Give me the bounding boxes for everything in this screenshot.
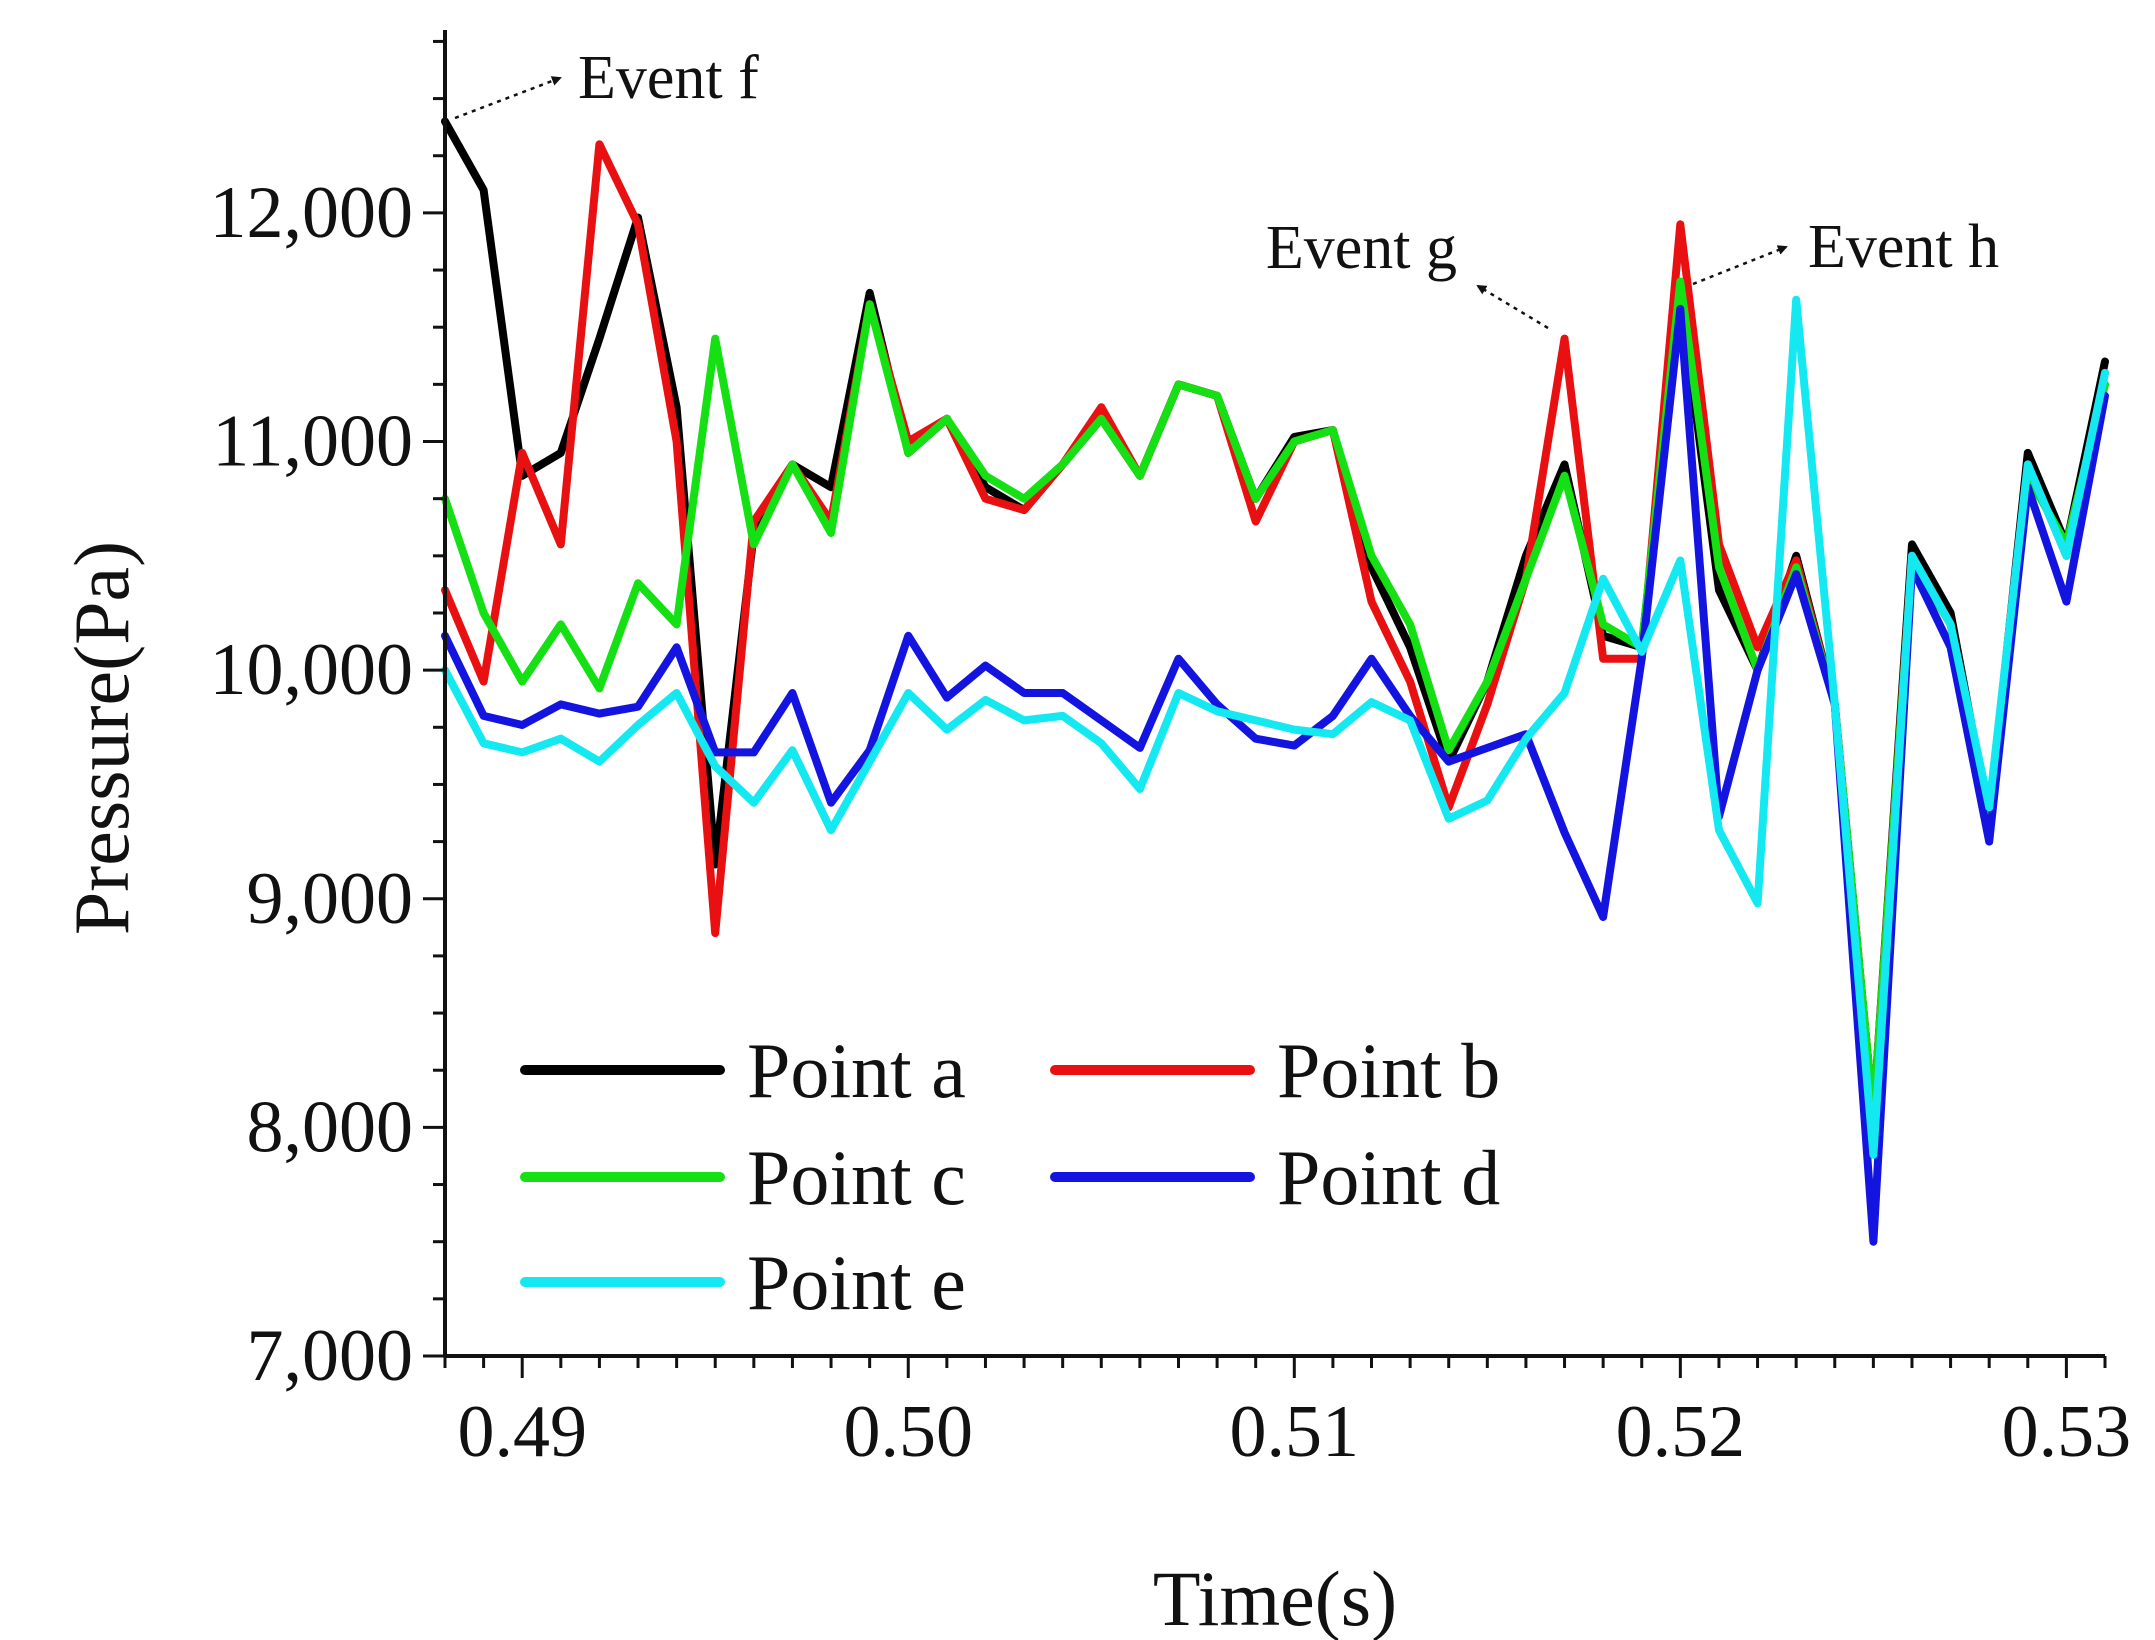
annotations: Event f Event g Event h <box>454 44 1999 330</box>
legend-label: Point a <box>747 1027 966 1114</box>
annotation-label: Event g <box>1266 214 1457 282</box>
series-line-point-e <box>441 295 2109 1159</box>
y-tick-label: 9,000 <box>247 858 414 940</box>
y-tick-label: 11,000 <box>212 401 413 483</box>
x-axis-title: Time(s) <box>1153 1555 1397 1640</box>
series-line-point-d <box>441 304 2109 1246</box>
x-tick-label: 0.50 <box>844 1391 974 1473</box>
x-tick-label: 0.49 <box>457 1391 587 1473</box>
legend-label: Point d <box>1277 1134 1500 1221</box>
annotation-arrow <box>1692 245 1788 286</box>
legend-label: Point e <box>747 1239 966 1326</box>
y-tick-label: 10,000 <box>210 629 414 711</box>
annotation-label: Event f <box>578 44 759 112</box>
annotation-label: Event h <box>1808 213 1999 281</box>
y-axis-title: Pressure(Pa) <box>58 541 145 935</box>
legend-label: Point c <box>747 1134 966 1221</box>
legend-label: Point b <box>1277 1027 1500 1114</box>
plot-area <box>441 117 2109 1246</box>
x-tick-label: 0.53 <box>2002 1391 2132 1473</box>
x-tick-label: 0.51 <box>1230 1391 1360 1473</box>
axes: 0.49 0.50 0.51 0.52 0.53 7,000 8,000 9,000 10,00… <box>58 30 2131 1640</box>
y-tick-label: 8,000 <box>247 1086 414 1168</box>
y-tick-label: 12,000 <box>210 172 414 254</box>
x-tick-label: 0.52 <box>1616 1391 1746 1473</box>
annotation-arrow <box>454 76 562 120</box>
legend: Point a Point b Point c Point d Point e <box>520 1027 1500 1326</box>
y-tick-label: 7,000 <box>247 1315 414 1397</box>
annotation-arrow <box>1476 284 1549 330</box>
